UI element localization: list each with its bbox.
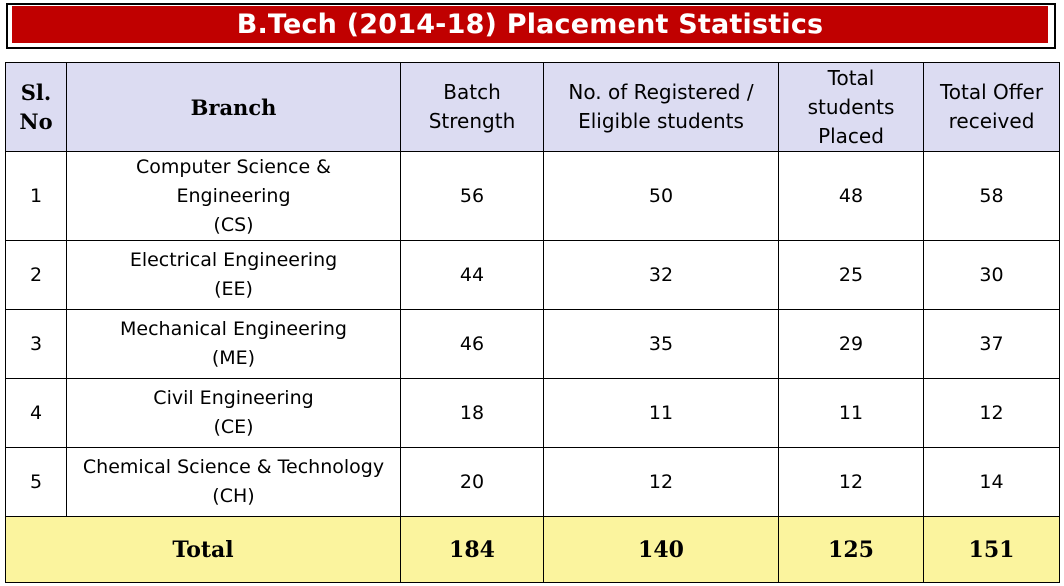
cell-branch: Computer Science & Engineering (CS) [66,151,401,241]
total-placed: 125 [778,516,924,583]
total-row: Total 184 140 125 151 [5,516,1060,583]
cell-offers: 12 [923,378,1060,448]
total-offers: 151 [923,516,1060,583]
cell-placed: 48 [778,151,924,241]
cell-sl-no: 2 [5,240,67,310]
cell-branch: Chemical Science & Technology (CH) [66,447,401,517]
table-row: 4 Civil Engineering (CE) 18 11 11 12 [5,378,1060,448]
total-registered: 140 [543,516,779,583]
placement-statistics-table: Sl. No Branch Batch Strength No. of Regi… [5,62,1060,583]
column-header-batch-strength: Batch Strength [400,62,544,152]
table-row: 3 Mechanical Engineering (ME) 46 35 29 3… [5,309,1060,379]
title-frame [6,3,1056,49]
cell-offers: 58 [923,151,1060,241]
cell-sl-no: 1 [5,151,67,241]
cell-batch-strength: 46 [400,309,544,379]
page-title: B.Tech (2014-18) Placement Statistics [12,6,1048,43]
cell-batch-strength: 18 [400,378,544,448]
cell-registered: 35 [543,309,779,379]
cell-batch-strength: 56 [400,151,544,241]
column-header-sl-no: Sl. No [5,62,67,152]
column-header-branch: Branch [66,62,401,152]
cell-registered: 32 [543,240,779,310]
cell-branch: Civil Engineering (CE) [66,378,401,448]
cell-branch: Mechanical Engineering (ME) [66,309,401,379]
cell-offers: 30 [923,240,1060,310]
cell-offers: 37 [923,309,1060,379]
cell-branch: Electrical Engineering (EE) [66,240,401,310]
cell-registered: 11 [543,378,779,448]
table-header-row: Sl. No Branch Batch Strength No. of Regi… [5,62,1060,152]
cell-batch-strength: 20 [400,447,544,517]
table-row: 5 Chemical Science & Technology (CH) 20 … [5,447,1060,517]
cell-placed: 11 [778,378,924,448]
cell-sl-no: 3 [5,309,67,379]
column-header-placed: Total students Placed [778,62,924,152]
cell-registered: 12 [543,447,779,517]
column-header-offers: Total Offer received [923,62,1060,152]
cell-placed: 12 [778,447,924,517]
table-row: 1 Computer Science & Engineering (CS) 56… [5,151,1060,241]
table-row: 2 Electrical Engineering (EE) 44 32 25 3… [5,240,1060,310]
cell-sl-no: 5 [5,447,67,517]
cell-registered: 50 [543,151,779,241]
cell-placed: 29 [778,309,924,379]
cell-placed: 25 [778,240,924,310]
cell-sl-no: 4 [5,378,67,448]
total-batch-strength: 184 [400,516,544,583]
cell-offers: 14 [923,447,1060,517]
cell-batch-strength: 44 [400,240,544,310]
total-label: Total [5,516,401,583]
column-header-registered: No. of Registered / Eligible students [543,62,779,152]
